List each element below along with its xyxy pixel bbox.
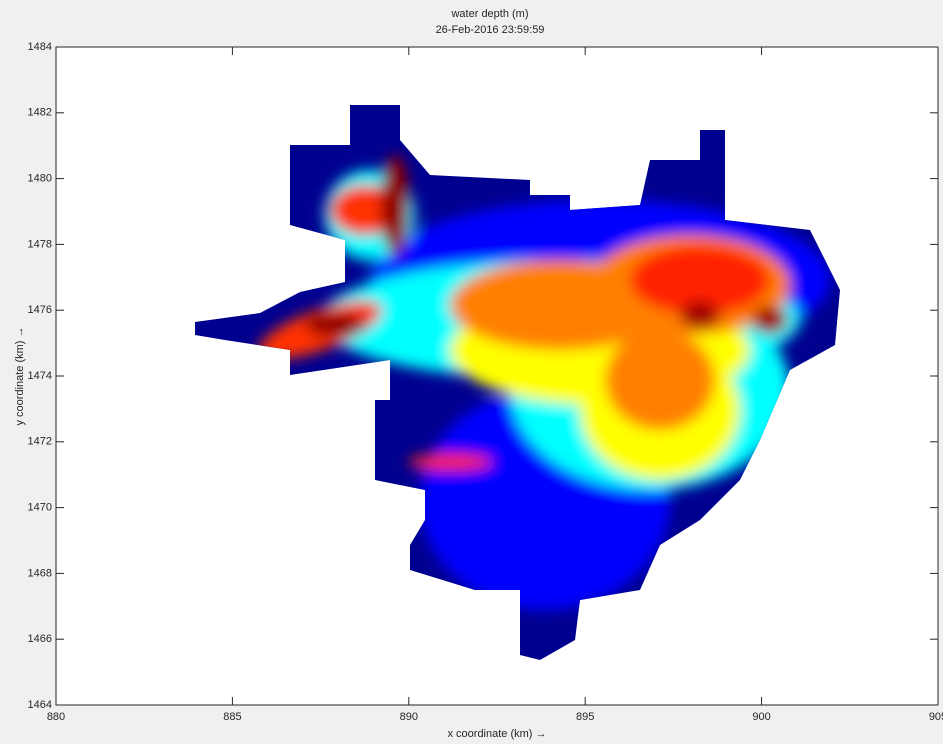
y-tick-label: 1484 [28,41,52,53]
y-tick-label: 1472 [28,436,52,448]
y-tick-label: 1468 [28,567,52,579]
x-tick-label: 880 [47,711,65,723]
chart: water depth (m) 26-Feb-2016 23:59:59 x c… [0,0,943,744]
x-tick-label: 900 [752,711,770,723]
y-tick-label: 1470 [28,502,52,514]
y-tick-label: 1474 [28,370,52,382]
x-tick-label: 890 [400,711,418,723]
x-tick-label: 885 [223,711,241,723]
y-tick-label: 1476 [28,304,52,316]
y-tick-label: 1478 [28,238,52,250]
x-tick-label: 905 [929,711,943,723]
x-tick-label: 895 [576,711,594,723]
y-tick-label: 1482 [28,107,52,119]
chart-title: water depth (m) [450,8,528,20]
page: water depth (m) 26-Feb-2016 23:59:59 x c… [0,0,943,744]
y-tick-label: 1480 [28,173,52,185]
x-axis-label: x coordinate (km) → [447,728,546,740]
y-axis-label: y coordinate (km) → [14,326,26,425]
y-tick-label: 1466 [28,633,52,645]
y-tick-label: 1464 [28,699,52,711]
chart-subtitle: 26-Feb-2016 23:59:59 [436,24,545,36]
